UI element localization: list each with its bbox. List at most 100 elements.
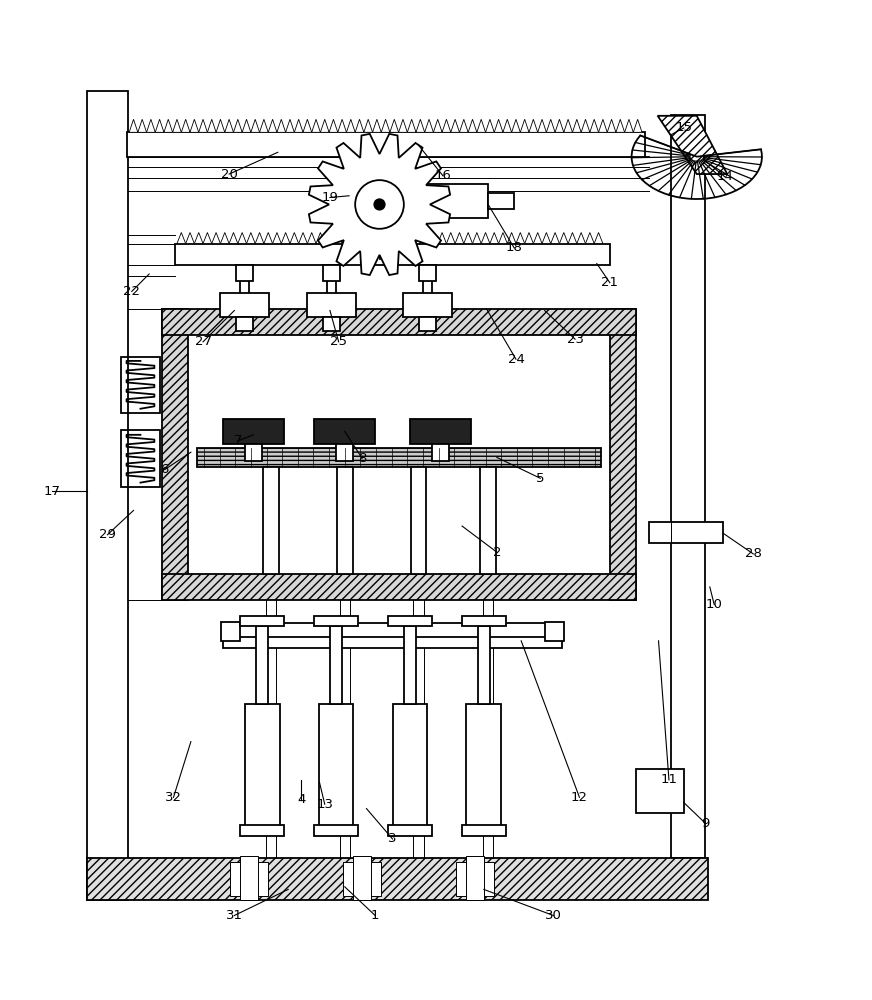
Text: 25: 25	[330, 335, 347, 348]
Bar	[636, 769, 684, 813]
Polygon shape	[311, 119, 320, 132]
Bar	[336, 444, 353, 461]
Text: 18: 18	[506, 241, 522, 254]
Polygon shape	[225, 119, 234, 132]
Polygon shape	[624, 119, 633, 132]
Polygon shape	[269, 119, 277, 132]
Bar	[162, 309, 188, 600]
Polygon shape	[547, 119, 555, 132]
Polygon shape	[420, 232, 429, 244]
Polygon shape	[572, 119, 581, 132]
Polygon shape	[529, 119, 538, 132]
Polygon shape	[247, 232, 255, 244]
Polygon shape	[534, 232, 542, 244]
Polygon shape	[394, 232, 403, 244]
Polygon shape	[320, 119, 329, 132]
Polygon shape	[468, 119, 477, 132]
Polygon shape	[425, 119, 433, 132]
Polygon shape	[251, 119, 260, 132]
Bar	[197, 448, 601, 467]
Polygon shape	[551, 232, 560, 244]
Bar	[175, 244, 610, 265]
Bar	[427, 184, 488, 218]
Polygon shape	[255, 232, 264, 244]
Bar	[462, 825, 506, 836]
Bar	[162, 309, 636, 335]
Polygon shape	[194, 232, 203, 244]
Polygon shape	[399, 119, 407, 132]
Bar	[127, 132, 644, 157]
Polygon shape	[164, 119, 173, 132]
Bar	[462, 616, 506, 626]
Polygon shape	[429, 232, 438, 244]
Bar	[162, 574, 636, 600]
Polygon shape	[234, 119, 242, 132]
Polygon shape	[359, 232, 368, 244]
Text: 29: 29	[99, 528, 116, 541]
Bar	[419, 265, 436, 281]
Text: 15: 15	[675, 121, 692, 134]
Polygon shape	[403, 232, 412, 244]
Bar	[314, 616, 358, 626]
Polygon shape	[286, 119, 295, 132]
Polygon shape	[377, 232, 385, 244]
Bar	[221, 622, 241, 641]
Bar	[314, 419, 375, 444]
Polygon shape	[221, 232, 229, 244]
Bar	[388, 616, 432, 626]
Text: 4: 4	[297, 793, 305, 806]
Polygon shape	[372, 119, 381, 132]
Bar	[467, 856, 484, 900]
Polygon shape	[481, 232, 490, 244]
Bar	[223, 623, 562, 639]
Polygon shape	[309, 134, 450, 275]
Polygon shape	[155, 119, 164, 132]
Polygon shape	[351, 232, 359, 244]
Polygon shape	[299, 232, 307, 244]
Polygon shape	[329, 119, 337, 132]
Polygon shape	[569, 232, 576, 244]
Bar	[236, 317, 254, 331]
Polygon shape	[560, 232, 569, 244]
Text: 7: 7	[234, 434, 242, 447]
Text: 10: 10	[705, 598, 723, 611]
Polygon shape	[516, 232, 525, 244]
Bar	[545, 622, 564, 641]
Bar	[318, 704, 353, 826]
Polygon shape	[657, 116, 727, 174]
Polygon shape	[129, 119, 138, 132]
Bar	[121, 430, 160, 487]
Bar	[671, 115, 705, 858]
Bar	[488, 193, 514, 209]
Text: 31: 31	[226, 909, 242, 922]
Polygon shape	[564, 119, 572, 132]
Polygon shape	[238, 232, 247, 244]
Bar	[323, 265, 340, 281]
Polygon shape	[138, 119, 146, 132]
Polygon shape	[346, 119, 355, 132]
Text: 3: 3	[388, 832, 397, 845]
Polygon shape	[385, 232, 394, 244]
Text: 13: 13	[317, 798, 333, 811]
Polygon shape	[316, 232, 324, 244]
Bar	[649, 522, 723, 543]
Text: 30: 30	[545, 909, 562, 922]
Bar	[241, 856, 258, 900]
Polygon shape	[581, 119, 589, 132]
Polygon shape	[473, 232, 481, 244]
Polygon shape	[607, 119, 616, 132]
Bar	[404, 626, 416, 704]
Bar	[86, 91, 128, 900]
Polygon shape	[490, 232, 499, 244]
Polygon shape	[333, 232, 342, 244]
Polygon shape	[303, 119, 311, 132]
Polygon shape	[381, 119, 390, 132]
Polygon shape	[589, 119, 598, 132]
Bar	[343, 862, 381, 896]
Bar	[323, 317, 340, 331]
Polygon shape	[412, 232, 420, 244]
Text: 20: 20	[221, 168, 237, 181]
Polygon shape	[576, 232, 585, 244]
Polygon shape	[364, 119, 372, 132]
Text: 17: 17	[44, 485, 60, 498]
